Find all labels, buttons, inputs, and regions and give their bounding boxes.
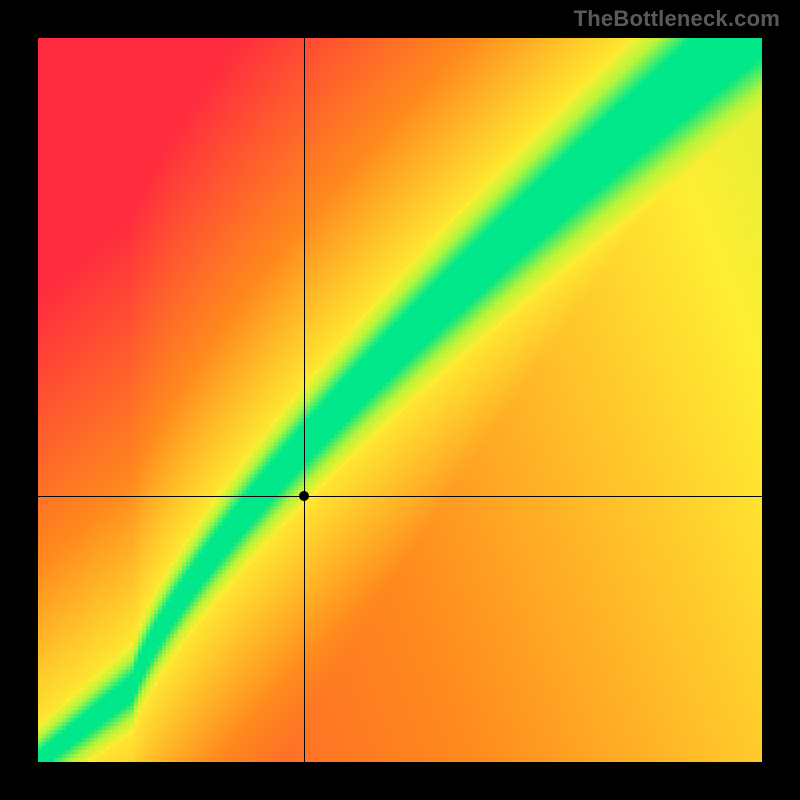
crosshair-marker — [299, 491, 309, 501]
heatmap-canvas — [38, 38, 762, 762]
crosshair-vertical — [304, 38, 305, 762]
bottleneck-heatmap — [38, 38, 762, 762]
crosshair-horizontal — [38, 496, 762, 497]
watermark-text: TheBottleneck.com — [574, 6, 780, 32]
